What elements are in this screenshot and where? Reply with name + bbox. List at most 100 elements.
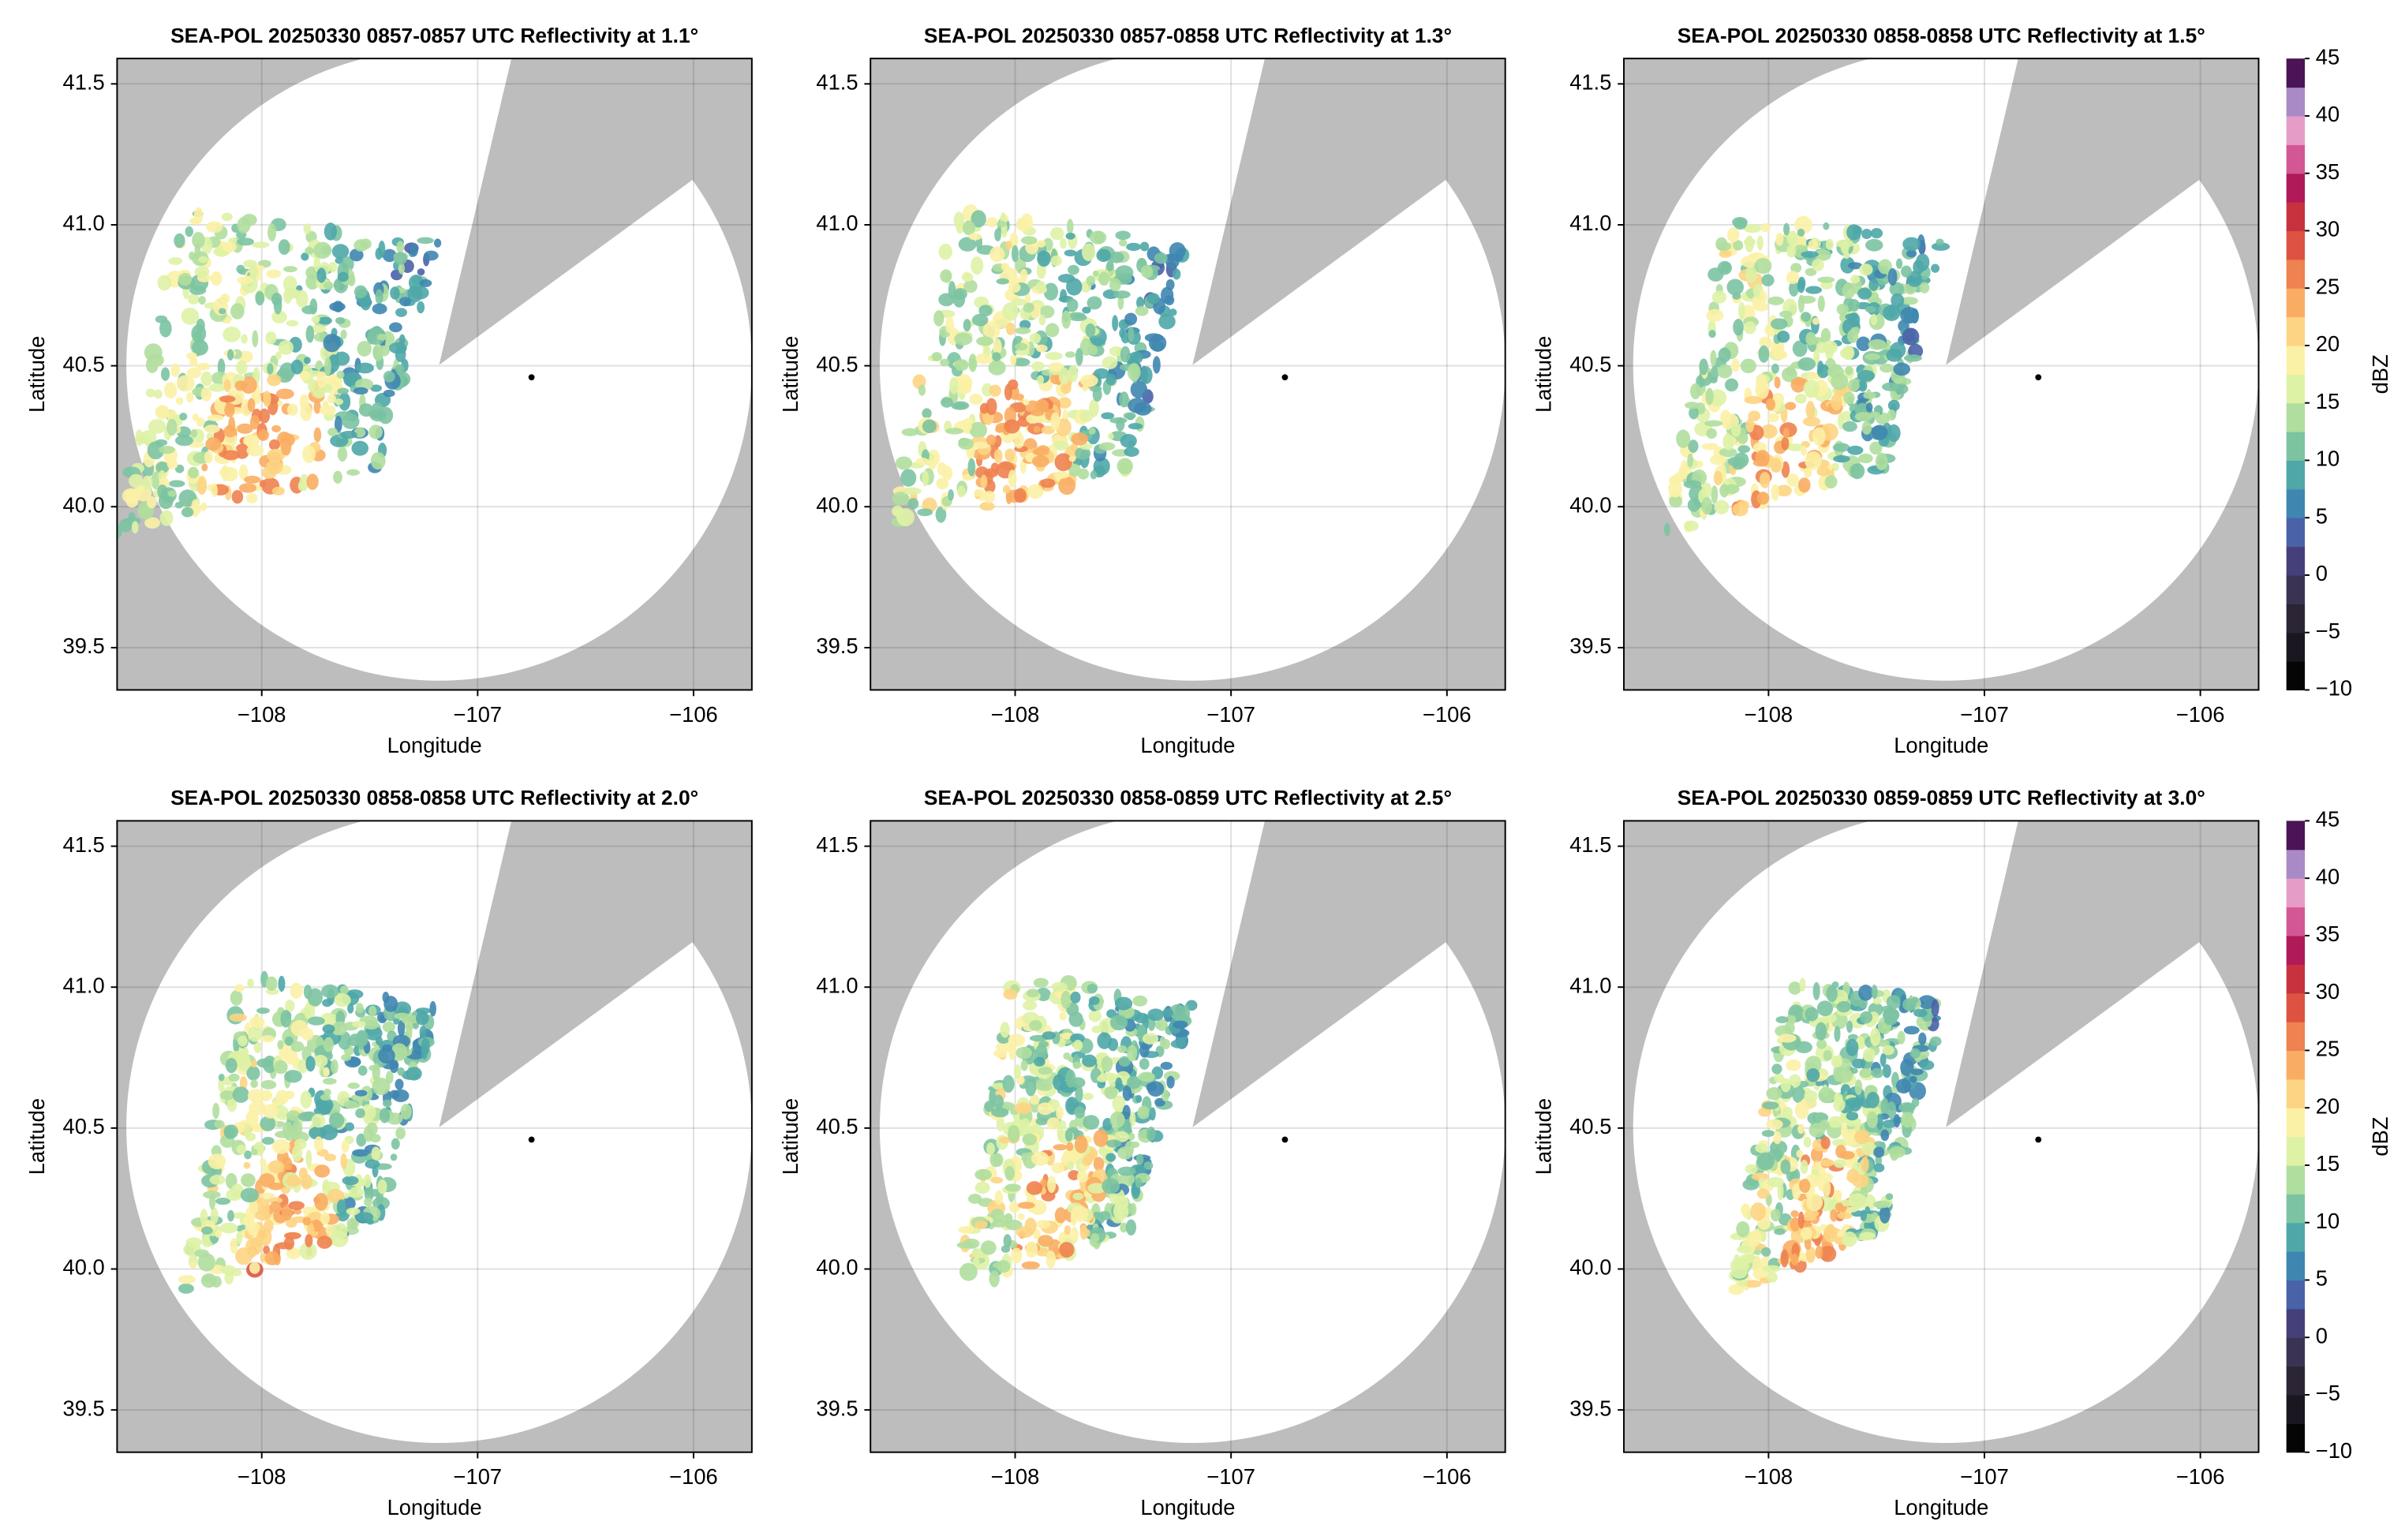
- echo: [1138, 1105, 1150, 1116]
- echo: [1742, 1205, 1749, 1219]
- echo: [267, 1160, 285, 1174]
- x-axis-label: Longitude: [387, 1495, 482, 1519]
- x-tick-label: −106: [669, 1464, 718, 1489]
- y-tick-label: 41.5: [1569, 832, 1611, 857]
- echo: [383, 389, 395, 398]
- echo: [1001, 263, 1010, 271]
- echo: [335, 257, 345, 264]
- echo: [292, 1145, 303, 1162]
- echo: [1058, 476, 1076, 495]
- echo: [922, 419, 937, 433]
- echo: [282, 1121, 294, 1138]
- echo: [1759, 336, 1773, 348]
- echo: [1805, 286, 1823, 294]
- y-tick-label: 40.5: [1569, 1114, 1611, 1138]
- echo: [1062, 1149, 1077, 1163]
- echo: [1011, 1247, 1023, 1264]
- echo: [1833, 1096, 1846, 1112]
- echo: [1094, 368, 1109, 379]
- echo: [1842, 282, 1856, 299]
- echo: [1000, 1022, 1010, 1038]
- echo: [940, 269, 952, 283]
- echo: [1047, 1176, 1057, 1194]
- echo: [1172, 268, 1181, 280]
- echo: [983, 491, 996, 503]
- echo: [1707, 267, 1724, 282]
- echo: [1005, 322, 1015, 335]
- echo: [1767, 1272, 1778, 1283]
- x-tick-label: −107: [454, 702, 503, 727]
- echo: [1919, 1060, 1935, 1071]
- plot-frame: [870, 58, 1506, 691]
- echo: [1023, 1000, 1038, 1011]
- echo: [300, 1090, 312, 1109]
- echo: [1023, 302, 1034, 313]
- echo: [166, 418, 178, 436]
- echo: [1859, 264, 1873, 276]
- echo: [1780, 1249, 1789, 1268]
- echo: [1148, 334, 1167, 352]
- echo: [1067, 1161, 1075, 1171]
- echo: [968, 1194, 982, 1204]
- echo: [1063, 1052, 1071, 1060]
- echo: [1887, 424, 1901, 443]
- echo: [1008, 469, 1017, 488]
- colorbar-segment: [2286, 230, 2306, 260]
- echo: [1846, 1168, 1860, 1183]
- echo: [1098, 271, 1110, 286]
- colorbar-segment: [2286, 1337, 2306, 1367]
- echo: [202, 1274, 213, 1283]
- echo: [1736, 1220, 1750, 1238]
- colorbar-segment: [2286, 345, 2306, 375]
- echo: [958, 384, 972, 394]
- colorbar-segment: [2286, 935, 2306, 965]
- echo: [1780, 1159, 1791, 1175]
- echo: [1797, 357, 1816, 372]
- echo: [304, 357, 311, 364]
- echo: [236, 1144, 247, 1154]
- echo: [323, 1037, 334, 1052]
- echo: [372, 1196, 390, 1210]
- echo: [974, 1168, 992, 1180]
- echo: [1767, 413, 1779, 423]
- echo: [335, 316, 346, 324]
- echo: [1906, 249, 1917, 258]
- echo: [326, 374, 342, 387]
- x-axis-label: Longitude: [1140, 1495, 1235, 1519]
- y-tick-label: 41.5: [63, 832, 105, 857]
- echo: [1068, 312, 1086, 320]
- radar-marker: [2035, 1136, 2042, 1143]
- echo: [284, 1036, 294, 1046]
- echo: [1817, 276, 1835, 283]
- plot-frame: [870, 820, 1506, 1453]
- echo: [1130, 380, 1148, 399]
- echo: [1035, 1220, 1051, 1229]
- echo: [1117, 295, 1124, 310]
- echo: [389, 1090, 400, 1100]
- echo: [1817, 361, 1824, 374]
- echo: [1116, 1203, 1129, 1220]
- echo: [1731, 358, 1740, 372]
- echo: [1820, 1246, 1837, 1262]
- echo: [994, 1190, 1004, 1205]
- echo: [1073, 1039, 1083, 1052]
- echo: [248, 1025, 263, 1042]
- echo: [382, 1021, 395, 1033]
- echo: [1797, 279, 1805, 293]
- echo: [230, 1269, 242, 1276]
- echo: [1017, 1213, 1025, 1220]
- echo: [1865, 238, 1883, 252]
- echo: [398, 262, 406, 275]
- echo: [211, 484, 218, 498]
- echo: [255, 291, 265, 306]
- echo: [1086, 275, 1096, 286]
- echo: [915, 457, 929, 465]
- echo: [395, 1078, 404, 1090]
- echo: [334, 415, 342, 433]
- echo: [391, 1138, 400, 1150]
- echo: [281, 1205, 293, 1221]
- echo: [1098, 442, 1116, 450]
- echo: [278, 239, 290, 255]
- echo: [1847, 445, 1864, 455]
